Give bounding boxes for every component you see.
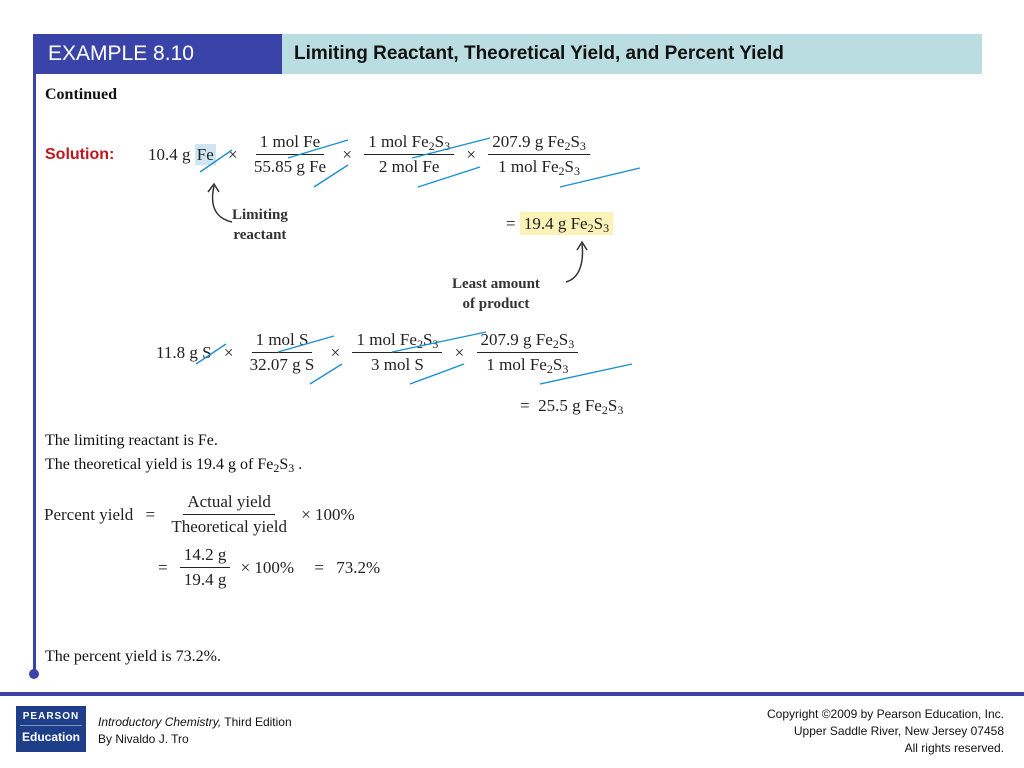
slide-title: Limiting Reactant, Theoretical Yield, an…	[282, 34, 982, 74]
eq1-factor-2: 1 mol Fe2S3 2 mol Fe	[364, 132, 455, 177]
least-product-note: Least amount of product	[452, 276, 540, 312]
limiting-statement: The limiting reactant is Fe.	[45, 432, 218, 449]
equation-fe: 10.4 g Fe × 1 mol Fe 55.85 g Fe × 1 mol …	[148, 132, 590, 177]
copyright-notice: Copyright ©2009 by Pearson Education, In…	[767, 707, 1004, 755]
eq2-factor-1: 1 mol S 32.07 g S	[249, 330, 315, 374]
eq2-result: = 25.5 g Fe2S3	[520, 396, 624, 417]
eq2-start: 11.8 g S	[156, 342, 212, 362]
book-citation: Introductory Chemistry, Third Edition By…	[98, 715, 292, 746]
pearson-logo: PEARSON Education	[16, 706, 86, 752]
eq2-factor-3: 207.9 g Fe2S3 1 mol Fe2S3	[476, 330, 579, 375]
continued-label: Continued	[45, 86, 118, 103]
footer-divider	[0, 692, 1024, 696]
eq1-start: 10.4 g Fe	[148, 143, 216, 165]
limiting-reactant-note: Limiting reactant	[232, 207, 288, 243]
eq1-factor-3: 207.9 g Fe2S3 1 mol Fe2S3	[488, 132, 590, 177]
theoretical-statement: The theoretical yield is 19.4 g of Fe2S3…	[45, 456, 303, 475]
conclusion: The percent yield is 73.2%.	[45, 648, 221, 665]
eq1-factor-1: 1 mol Fe 55.85 g Fe	[253, 132, 327, 176]
left-accent-dot	[29, 669, 39, 679]
eq2-factor-2: 1 mol Fe2S3 3 mol S	[352, 330, 443, 375]
solution-label: Solution:	[45, 146, 115, 163]
equation-s: 11.8 g S × 1 mol S 32.07 g S × 1 mol Fe2…	[156, 330, 579, 375]
example-label: EXAMPLE 8.10	[36, 34, 282, 74]
left-accent-line	[33, 34, 36, 674]
percent-yield-calculation: = 14.2 g 19.4 g × 100% = 73.2%	[158, 545, 381, 589]
percent-yield-formula: Percent yield = Actual yield Theoretical…	[44, 492, 355, 536]
eq1-result: = 19.4 g Fe2S3	[506, 212, 614, 235]
